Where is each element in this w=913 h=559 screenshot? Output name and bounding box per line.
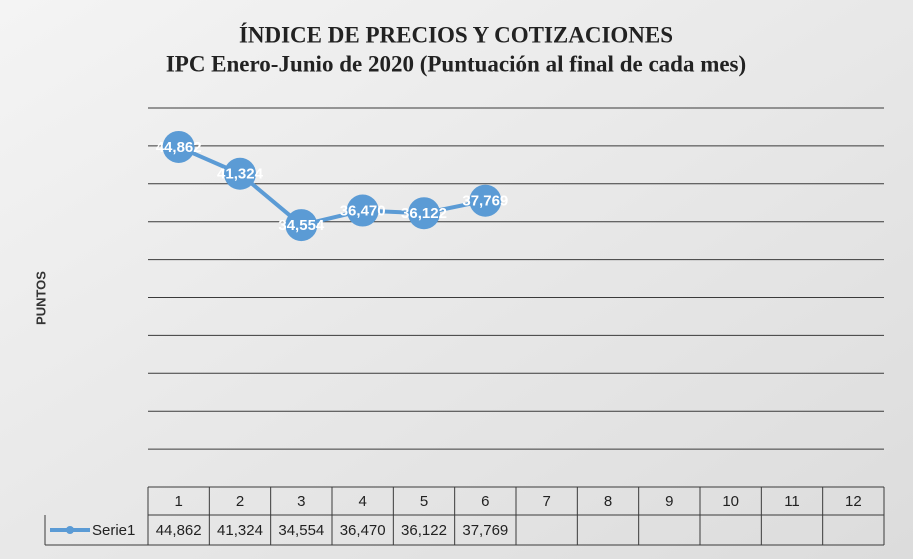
x-tick-label: 9 xyxy=(665,493,673,510)
data-label: 36,470 xyxy=(340,203,386,220)
data-label: 44,862 xyxy=(156,139,202,156)
chart-subtitle: IPC Enero-Junio de 2020 (Puntuación al f… xyxy=(166,51,746,76)
x-tick-label: 3 xyxy=(297,493,305,510)
y-axis-title: PUNTOS xyxy=(33,271,48,325)
marker xyxy=(346,194,379,227)
table-value: 44,862 xyxy=(156,522,202,539)
table-value: 41,324 xyxy=(217,522,263,539)
table-value: 37,769 xyxy=(462,522,508,539)
table-value: 36,470 xyxy=(340,522,386,539)
x-tick-label: 8 xyxy=(604,493,612,510)
table-value: 36,122 xyxy=(401,522,447,539)
chart-title: ÍNDICE DE PRECIOS Y COTIZACIONES xyxy=(239,22,673,47)
x-tick-label: 10 xyxy=(722,493,739,510)
marker xyxy=(408,197,440,230)
x-tick-label: 5 xyxy=(420,493,428,510)
x-tick-label: 1 xyxy=(174,493,182,510)
x-tick-label: 4 xyxy=(358,493,366,510)
marker xyxy=(162,130,195,163)
x-tick-label: 11 xyxy=(784,493,800,510)
data-label: 34,554 xyxy=(278,217,325,234)
legend-label: Serie1 xyxy=(92,522,135,539)
x-tick-label: 2 xyxy=(236,493,244,510)
x-tick-label: 12 xyxy=(845,493,862,510)
data-label: 37,769 xyxy=(462,193,508,210)
data-label: 36,122 xyxy=(401,205,447,222)
marker xyxy=(224,157,256,190)
table-value: 34,554 xyxy=(278,522,324,539)
legend-marker xyxy=(66,526,74,534)
data-label: 41,324 xyxy=(217,166,264,183)
marker xyxy=(469,184,502,217)
x-tick-label: 7 xyxy=(542,493,550,510)
x-tick-label: 6 xyxy=(481,493,489,510)
marker xyxy=(285,209,318,242)
